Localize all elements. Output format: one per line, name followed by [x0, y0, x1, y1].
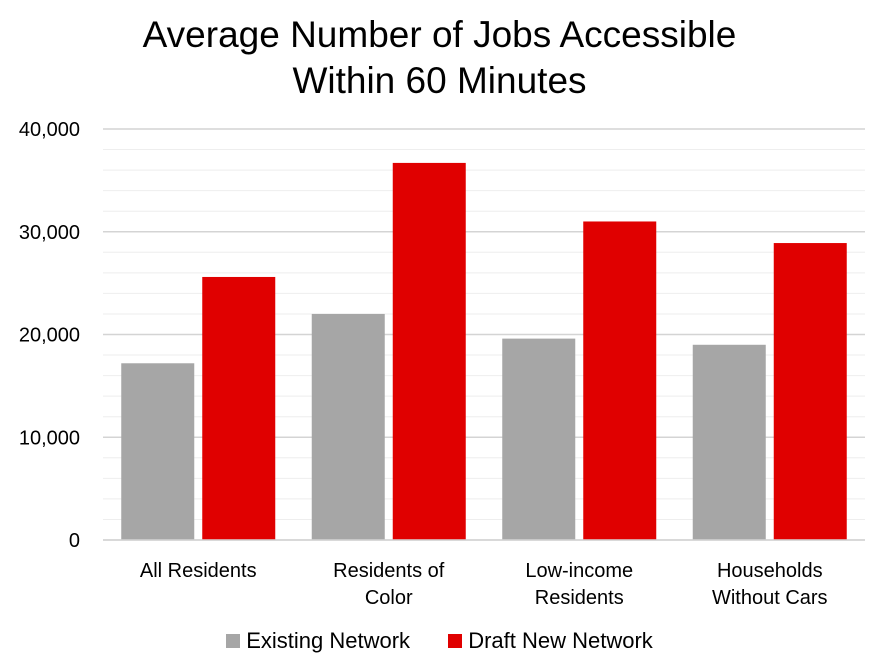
- y-tick-label: 10,000: [19, 427, 80, 449]
- bar-existing-network: [121, 363, 195, 540]
- legend-swatch-draft-new-network: [448, 634, 463, 648]
- bar-draft-new-network: [583, 221, 657, 540]
- bar-draft-new-network: [392, 162, 466, 540]
- x-category-label: Color: [365, 587, 413, 609]
- legend-label-existing-network: Existing Network: [246, 628, 411, 653]
- bar-draft-new-network: [773, 243, 847, 541]
- y-tick-label: 30,000: [19, 222, 80, 244]
- bar-existing-network: [692, 344, 766, 540]
- x-category-label: Residents of: [333, 560, 445, 582]
- chart-title-line-1: Average Number of Jobs Accessible: [142, 14, 737, 55]
- legend-item-draft-new-network: Draft New Network: [448, 628, 653, 654]
- bar-draft-new-network: [202, 276, 276, 540]
- chart-title: Average Number of Jobs Accessible Within…: [0, 12, 879, 104]
- x-axis-category-labels: All Residents Residents of Color Low-income…: [140, 560, 828, 609]
- x-category-label: Households: [717, 560, 823, 582]
- y-tick-label: 20,000: [19, 325, 80, 347]
- bar-existing-network: [311, 313, 385, 540]
- legend-swatch-existing-network: [226, 634, 241, 648]
- y-tick-label: 0: [69, 530, 80, 552]
- bar-existing-network: [502, 338, 576, 540]
- chart-title-line-2: Within 60 Minutes: [292, 60, 587, 101]
- x-category-label: Residents: [535, 587, 624, 609]
- legend-label-draft-new-network: Draft New Network: [468, 628, 653, 653]
- x-category-label: All Residents: [140, 560, 257, 582]
- bars: [121, 162, 847, 541]
- y-tick-label: 40,000: [19, 119, 80, 141]
- x-category-label: Low-income: [525, 560, 633, 582]
- legend: Existing Network Draft New Network: [0, 628, 879, 654]
- y-axis-tick-labels: 0 10,000 20,000 30,000 40,000: [19, 119, 80, 552]
- legend-item-existing-network: Existing Network: [226, 628, 410, 654]
- x-category-label: Without Cars: [712, 587, 828, 609]
